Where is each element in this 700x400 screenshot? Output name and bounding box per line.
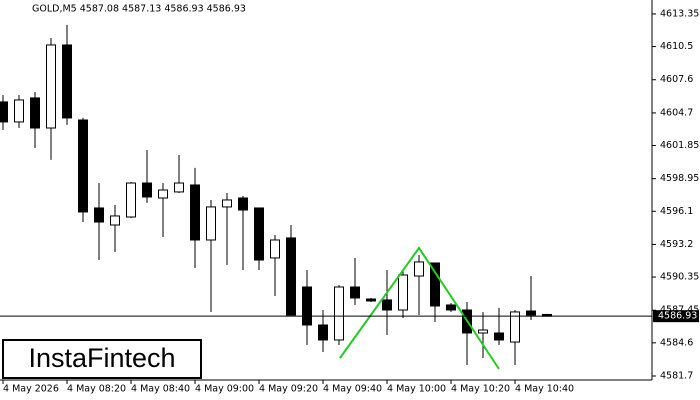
y-tick-label: 4610.5 <box>660 41 693 52</box>
x-tick-label: 4 May 09:20 <box>259 384 318 395</box>
candle-body <box>334 286 344 341</box>
y-tick-label: 4604.7 <box>660 107 693 118</box>
chart-title: GOLD,M5 4587.08 4587.13 4586.93 4586.93 <box>32 4 246 15</box>
candle-body <box>62 44 72 119</box>
y-tick-label: 4596.1 <box>660 206 693 217</box>
x-tick-label: 4 May 10:20 <box>451 384 510 395</box>
y-tick-label: 4584.6 <box>660 337 693 348</box>
y-tick-label: 4593.2 <box>660 239 693 250</box>
candle-body <box>302 286 312 326</box>
candle-body <box>206 206 216 241</box>
candle-body <box>94 207 104 223</box>
candle-body <box>350 286 360 299</box>
candle-body <box>174 182 184 193</box>
candle-body <box>238 197 248 211</box>
y-tick-label: 4590.35 <box>660 272 699 283</box>
x-tick-label: 4 May 08:40 <box>131 384 190 395</box>
candle-body <box>142 182 152 198</box>
candle-body <box>254 207 264 261</box>
candle-body <box>430 262 440 307</box>
x-tick-label: 4 May 10:40 <box>515 384 574 395</box>
candle-body <box>222 199 232 208</box>
x-tick-label: 4 May 08:20 <box>67 384 126 395</box>
y-tick-label: 4607.6 <box>660 74 693 85</box>
current-price-label: 4586.93 <box>658 311 697 322</box>
logo-box <box>2 339 202 379</box>
candle-body <box>510 311 520 343</box>
y-tick-label: 4581.7 <box>660 370 693 381</box>
y-tick-label: 4601.85 <box>660 140 699 151</box>
x-tick-label: 4 May 09:40 <box>323 384 382 395</box>
plot-area <box>0 24 552 366</box>
x-tick-label: 4 May 10:00 <box>387 384 446 395</box>
y-tick-label: 4598.95 <box>660 173 699 184</box>
candle-body <box>318 324 328 341</box>
candle-body <box>158 189 168 199</box>
candle-body <box>30 97 40 129</box>
candle-body <box>110 215 120 226</box>
candle-body <box>46 44 56 129</box>
candle-body <box>494 332 504 341</box>
x-tick-label: 4 May 09:00 <box>195 384 254 395</box>
candle-body <box>286 237 296 316</box>
candle-body <box>382 299 392 311</box>
candle-body <box>14 99 24 123</box>
candle-body <box>446 304 456 311</box>
pattern-line <box>339 246 500 370</box>
candle-body <box>414 261 424 277</box>
candle-body <box>398 274 408 311</box>
x-tick-label: 4 May 2026 <box>3 384 59 395</box>
candle-body <box>190 184 200 241</box>
candle-body <box>526 310 536 316</box>
candle-body <box>0 101 8 123</box>
logo: InstaFintech <box>28 343 175 373</box>
candle-body <box>78 119 88 213</box>
candle-body <box>126 182 136 218</box>
candle-body <box>366 298 376 302</box>
candle-body <box>478 329 488 334</box>
candle-body <box>270 239 280 259</box>
current-price-box <box>653 310 699 323</box>
y-tick-label: 4613.35 <box>660 8 699 19</box>
